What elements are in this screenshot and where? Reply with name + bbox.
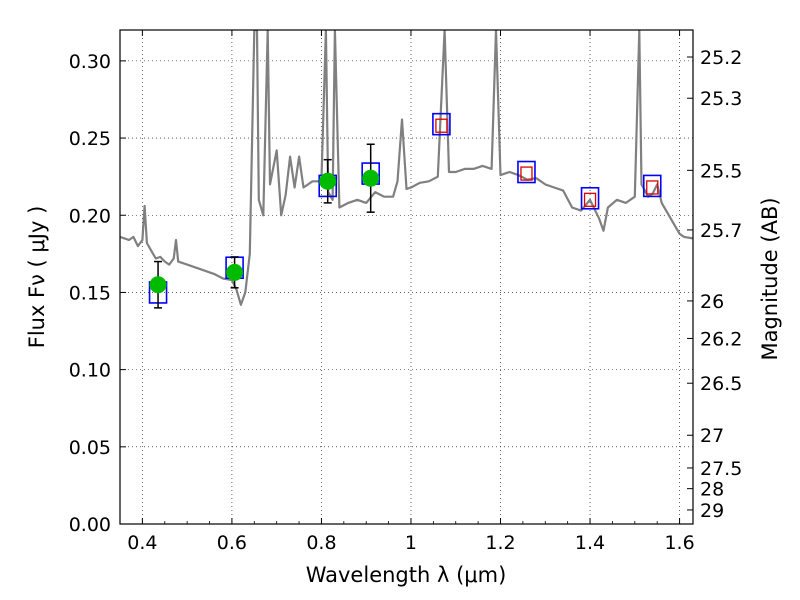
right-tick-label: 29: [700, 500, 724, 522]
right-tick-label: 25.7: [700, 220, 742, 242]
y-axis-label: Flux Fν ( μJy ): [25, 206, 49, 349]
plot-frame: [119, 29, 694, 525]
model-square-marker: [642, 174, 662, 198]
y-tick-label: 0.15: [69, 282, 111, 304]
right-tick-label: 25.5: [700, 160, 742, 182]
x-tick-label: 0.4: [127, 532, 157, 554]
model-square-marker: [432, 112, 451, 136]
right-tick-label: 26: [700, 291, 724, 313]
x-tick-label: 1.2: [485, 532, 515, 554]
model-square-marker: [517, 160, 536, 184]
right-tick-label: 26.5: [700, 373, 742, 395]
right-tick-label: 25.2: [700, 47, 742, 69]
x-tick-label: 1.4: [575, 532, 605, 554]
marker-layer: [148, 112, 662, 309]
observed-point: [319, 172, 337, 190]
x-tick-label: 1: [405, 532, 417, 554]
x-tick-label: 1.6: [664, 532, 694, 554]
y-tick-label: 0.05: [69, 437, 111, 459]
y-tick-label: 0.00: [69, 514, 111, 536]
y-tick-label: 0.20: [69, 205, 111, 227]
upper-limit-marker: [520, 166, 533, 181]
observed-point: [362, 169, 380, 187]
right-tick-label: 25.3: [700, 88, 742, 110]
right-tick-label: 28: [700, 479, 724, 501]
upper-limit-marker: [583, 192, 597, 207]
x-tick-label: 0.8: [306, 532, 336, 554]
upper-limit-marker: [435, 118, 448, 133]
observed-point: [226, 263, 244, 281]
axis-ticks: 0.4 0.6 0.8 1 1.2 1.4 1.6 0.00 0.05 0.10 0.15 0.20 0…: [69, 30, 742, 554]
y-tick-label: 0.10: [69, 360, 111, 382]
observed-point: [149, 276, 167, 294]
right-axis-label: Magnitude (AB): [758, 197, 782, 360]
right-tick-label: 27: [700, 425, 724, 447]
model-square-marker: [580, 186, 600, 210]
y-tick-label: 0.30: [69, 51, 111, 73]
y-tick-label: 0.25: [69, 128, 111, 150]
upper-limit-marker: [646, 180, 659, 195]
x-axis-label: Wavelength λ (μm): [306, 563, 507, 587]
x-tick-label: 0.6: [217, 532, 247, 554]
right-tick-label: 27.5: [700, 458, 742, 480]
right-tick-label: 26.2: [700, 328, 742, 350]
